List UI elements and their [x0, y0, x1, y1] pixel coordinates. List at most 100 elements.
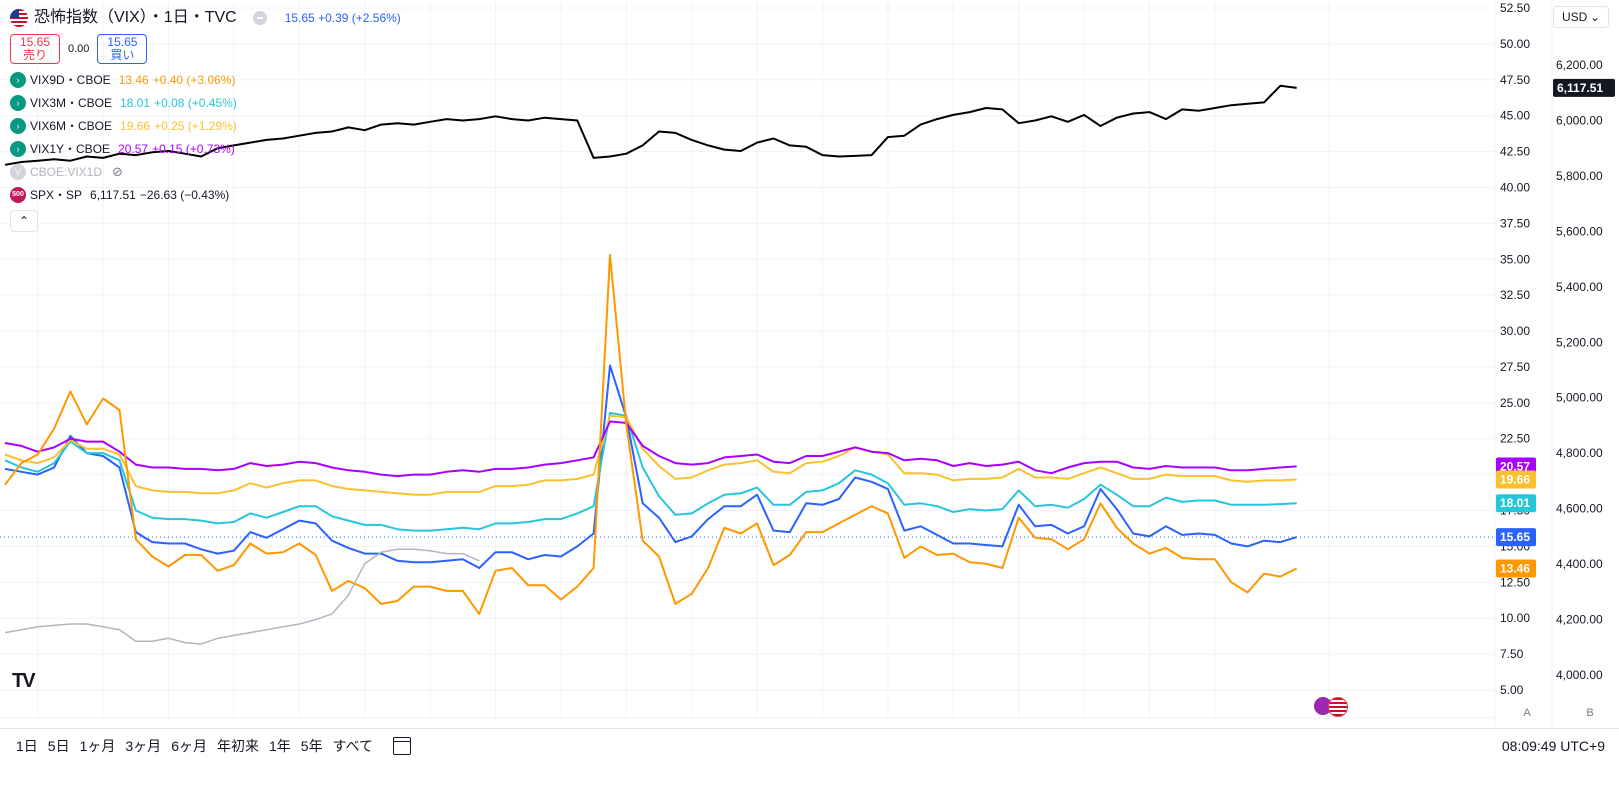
spx-tick-label: 4,000.00: [1556, 668, 1603, 682]
vix-tick-label: 40.00: [1500, 180, 1530, 194]
spread-value: 0.00: [68, 43, 90, 55]
eye-hidden-icon[interactable]: ⊘: [112, 163, 123, 179]
event-icons: [1314, 697, 1348, 717]
vix-tick-label: 7.50: [1500, 647, 1524, 661]
range-all[interactable]: すべて: [332, 738, 374, 754]
series-layer: [0, 84, 1495, 645]
legend: 恐怖指数（VIX）・1日・TVC 15.65 +0.39 (+2.56%) 15…: [10, 6, 401, 232]
spx-price-axis: 4,000.00 4,200.00 4,400.00 4,600.00 4,800.00…: [1556, 58, 1603, 682]
legend-row-vix1y[interactable]: › VIX1Y・CBOE 20.57 +0.15 (+0.73%): [10, 137, 401, 160]
chart-grid: [0, 0, 1553, 728]
500-badge-icon: 500: [10, 186, 26, 203]
price-summary: 15.65 +0.39 (+2.56%): [284, 11, 401, 25]
scale-b-button[interactable]: B: [1586, 707, 1594, 719]
chevron-down-icon: ⌄: [1589, 10, 1600, 24]
legend-row-vix1d[interactable]: V CBOE:VIX1D ⊘: [10, 160, 401, 183]
range-6m[interactable]: 6ヶ月: [171, 738, 207, 754]
range-5d[interactable]: 5日: [47, 738, 70, 754]
vix-tick-label: 35.00: [1500, 252, 1530, 266]
vix-tick-label: 37.50: [1500, 216, 1530, 230]
range-1y[interactable]: 1年: [268, 738, 291, 754]
sell-label: 売り: [22, 48, 47, 62]
vix-tick-label: 10.00: [1500, 611, 1530, 625]
collapse-legend-button[interactable]: ⌃: [10, 210, 38, 232]
chevron-right-icon[interactable]: ›: [10, 140, 26, 157]
series-line-vix1y: [4, 420, 1297, 478]
price-tag-vix9d: [1496, 559, 1536, 578]
vix1d-badge-icon: V: [10, 163, 26, 180]
legend-row-spx[interactable]: 500 SPX・SP 6,117.51 −26.63 (−0.43%): [10, 183, 401, 206]
auto-scale-button[interactable]: A: [1523, 707, 1531, 719]
series-line-vix3m: [4, 411, 1297, 532]
price-tag-label-vix1y: 20.57: [1500, 459, 1530, 473]
vix-tick-label: 47.50: [1500, 73, 1530, 87]
spx-tick-label: 5,400.00: [1556, 280, 1603, 294]
buy-label: 買い: [110, 48, 135, 62]
spx-tick-label: 6,000.00: [1556, 113, 1603, 127]
price-chart[interactable]: 5.007.5010.0012.5015.0017.5020.0022.5025…: [0, 0, 1619, 728]
clock[interactable]: 08:09:49 UTC+9: [1501, 738, 1605, 754]
spx-tick-label: 4,400.00: [1556, 557, 1603, 571]
vix-tick-label: 45.00: [1500, 109, 1530, 123]
price-tag-label-vix6m: 19.66: [1500, 473, 1530, 487]
buy-price: 15.65: [107, 35, 138, 49]
chevron-right-icon[interactable]: ›: [10, 117, 26, 134]
spx-tick-label: 6,200.00: [1556, 58, 1603, 72]
spx-tick-label: 4,200.00: [1556, 613, 1603, 627]
spx-tick-label: 5,000.00: [1556, 391, 1603, 405]
buy-button[interactable]: 15.65 買い: [97, 34, 148, 64]
vix-tick-label: 27.50: [1500, 360, 1530, 374]
spx-tick-label: 5,200.00: [1556, 335, 1603, 349]
price-tag-label-vix9d: 13.46: [1500, 562, 1530, 576]
legend-row-vix9d[interactable]: › VIX9D・CBOE 13.46 +0.40 (+3.06%): [10, 68, 401, 91]
range-ytd[interactable]: 年初来: [216, 738, 259, 754]
spx-tick-label: 5,800.00: [1556, 169, 1603, 183]
legend-row-vix3m[interactable]: › VIX3M・CBOE 18.01 +0.08 (+0.45%): [10, 91, 401, 114]
price-tag-label-vix3m: 18.01: [1500, 496, 1530, 510]
chevron-right-icon[interactable]: ›: [10, 94, 26, 111]
vix-tick-label: 42.50: [1500, 145, 1530, 159]
vix-tick-label: 50.00: [1500, 37, 1530, 51]
series-line-vix: [4, 364, 1297, 569]
series-line-cboevix1d: [4, 548, 480, 645]
price-tag-label-spx: 6,117.51: [1557, 81, 1603, 95]
series-line-vix6m: [4, 414, 1297, 496]
vix-price-axis: 5.007.5010.0012.5015.0017.5020.0022.5025…: [1500, 1, 1530, 697]
vix-tick-label: 25.00: [1500, 396, 1530, 410]
price-tag-vix6m: [1496, 470, 1536, 489]
range-1m[interactable]: 1ヶ月: [79, 738, 116, 754]
price-tag-vix: [1496, 528, 1536, 547]
vix-tick-label: 22.50: [1500, 432, 1530, 446]
bottom-toolbar: 1日 5日 1ヶ月 3ヶ月 6ヶ月 年初来 1年 5年 すべて 08:09:49…: [0, 728, 1619, 789]
calendar-icon[interactable]: [393, 737, 412, 755]
sell-price: 15.65: [19, 35, 51, 49]
us-flag-event-icon[interactable]: [1328, 697, 1348, 717]
sell-button[interactable]: 15.65 売り: [10, 34, 60, 64]
minus-icon[interactable]: [252, 11, 267, 25]
symbol-title[interactable]: 恐怖指数（VIX）・1日・TVC: [34, 9, 237, 26]
spx-tick-label: 5,600.00: [1556, 224, 1603, 238]
chevron-up-icon: ⌃: [18, 214, 30, 228]
vix-tick-label: 30.00: [1500, 324, 1530, 338]
chevron-right-icon[interactable]: ›: [10, 71, 26, 88]
vix-tick-label: 12.50: [1500, 575, 1530, 589]
price-tag-spx: [1553, 78, 1615, 97]
vix-tick-label: 32.50: [1500, 288, 1530, 302]
range-5y[interactable]: 5年: [300, 738, 323, 754]
series-line-spx: [4, 84, 1297, 166]
legend-row-vix6m[interactable]: › VIX6M・CBOE 19.66 +0.25 (+1.29%): [10, 114, 401, 137]
tradingview-logo-icon[interactable]: TV: [12, 670, 36, 692]
currency-select[interactable]: USD ⌄: [1553, 6, 1609, 28]
currency-label: USD: [1562, 10, 1588, 24]
lightning-event-icon[interactable]: [1314, 697, 1332, 715]
vix-tick-label: 5.00: [1500, 683, 1524, 697]
range-3m[interactable]: 3ヶ月: [125, 738, 162, 754]
series-line-vix9d: [4, 254, 1298, 615]
spx-tick-label: 4,800.00: [1556, 446, 1603, 460]
us-flag-icon: [10, 9, 28, 27]
spx-tick-label: 4,600.00: [1556, 502, 1603, 516]
vix-tick-label: 52.50: [1500, 1, 1530, 15]
time-range-selector: 1日 5日 1ヶ月 3ヶ月 6ヶ月 年初来 1年 5年 すべて: [16, 736, 412, 756]
range-1d[interactable]: 1日: [16, 738, 38, 754]
